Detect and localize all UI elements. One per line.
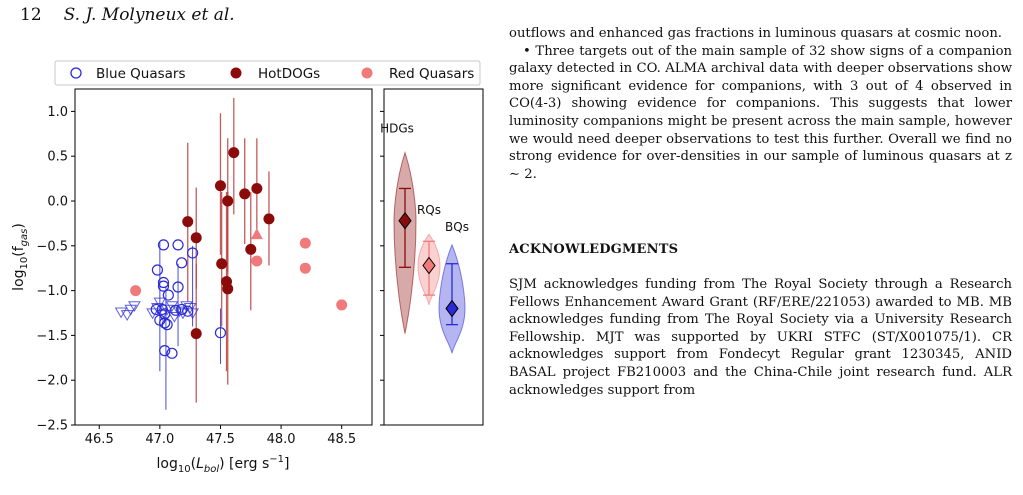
bullet-paragraph: • Three targets out of the main sample o… [509, 43, 1012, 182]
blue-quasar-point [172, 281, 184, 293]
hotdog-point [190, 328, 202, 340]
red-quasar-point [299, 262, 311, 274]
y-tick-label: −2.5 [36, 419, 68, 434]
paragraph-continuation: outflows and enhanced gas fractions in l… [509, 26, 1002, 41]
violin-axes [383, 88, 484, 426]
x-tick-label: 48.0 [267, 432, 296, 447]
violin-median-rqs [422, 256, 436, 275]
violin-marks: HDGs RQs BQs [380, 122, 469, 354]
blue-quasar-point [170, 304, 182, 316]
blue-quasar-point [161, 319, 173, 331]
y-tick-label: −1.5 [36, 329, 68, 344]
running-header: 12 S. J. Molyneux et al. [20, 5, 235, 25]
blue-quasar-upper-limit [168, 311, 181, 323]
blue-quasar-upper-limit [160, 304, 174, 316]
hotdog-point [222, 283, 234, 295]
hotdog-point [245, 243, 257, 255]
blue-quasar-point [214, 327, 227, 339]
acknowledgments-paragraph: SJM acknowledges funding from The Royal … [509, 276, 1012, 398]
scatter-axes [74, 88, 373, 426]
red-quasar-point [251, 255, 263, 267]
y-tick-label: 0.5 [47, 150, 68, 165]
hotdog-point [251, 182, 263, 194]
legend-label-red-quasars: Red Quasars [389, 66, 474, 82]
blue-quasar-upper-limit [128, 301, 141, 313]
blue-quasar-upper-limit [146, 308, 159, 320]
hotdog-point [190, 232, 202, 244]
x-tick-label: 46.5 [85, 432, 114, 447]
blue-quasar-upper-limit [153, 297, 167, 309]
y-tick-label: −1.0 [36, 284, 68, 299]
blue-quasar-upper-limit [183, 302, 197, 314]
page-number: 12 [20, 5, 42, 25]
violin-label-hdgs: HDGs [380, 122, 414, 136]
blue-quasar-point [150, 303, 162, 316]
running-authors: S. J. Molyneux et al. [63, 5, 235, 25]
y-axis-label: log10(fgas) [11, 223, 30, 291]
blue-quasar-point [162, 289, 174, 301]
blue-quasar-upper-limit [114, 307, 128, 319]
x-tick-label: 47.0 [145, 432, 174, 447]
blue-quasar-point [166, 347, 178, 359]
y-tick-label: 0.0 [47, 195, 68, 210]
scatter-marks [114, 97, 348, 410]
blue-quasar-point [176, 257, 188, 269]
blue-quasar-point [157, 276, 170, 289]
y-tick-label: −0.5 [36, 239, 68, 254]
blue-quasar-point [157, 280, 170, 292]
red-quasar-upper-limit [250, 228, 263, 240]
figure: Blue Quasars HotDOGs Red Quasars 46.5 47.… [11, 60, 484, 475]
legend: Blue Quasars HotDOGs Red Quasars [70, 66, 474, 82]
legend-marker-blue-quasars [70, 67, 82, 79]
violin-label-bqs: BQs [445, 220, 469, 234]
blue-quasar-upper-limit [165, 301, 179, 313]
blue-quasar-point [151, 264, 164, 276]
blue-quasar-point [176, 303, 188, 316]
axis-ticks: 46.5 47.0 47.5 48.0 48.5 1.0 0.5 0.0 −0.5 −1.0 −1.… [36, 105, 384, 447]
blue-quasar-point [172, 239, 184, 251]
red-quasar-point [336, 299, 348, 311]
blue-quasar-point [182, 305, 194, 317]
hotdog-point [228, 147, 240, 159]
hotdog-point [216, 258, 228, 270]
legend-label-hotdogs: HotDOGs [258, 66, 320, 82]
violin-median-hdgs [398, 211, 412, 230]
x-tick-label: 47.5 [206, 432, 235, 447]
blue-quasar-point [159, 345, 171, 357]
y-tick-label: 1.0 [47, 105, 68, 120]
x-axis-label: log10(Lbol) [erg s−1] [157, 454, 290, 475]
blue-quasar-upper-limit [120, 310, 134, 322]
legend-marker-hotdogs [230, 67, 242, 79]
red-quasar-point [130, 285, 142, 297]
hotdog-point [222, 195, 234, 207]
text-column: outflows and enhanced gas fractions in l… [509, 25, 1012, 399]
violin-median-bqs [445, 299, 459, 318]
hotdog-point [182, 216, 194, 228]
red-quasar-point [299, 237, 311, 249]
hotdog-point [263, 213, 275, 225]
blue-quasar-point [186, 247, 199, 259]
blue-quasar-point [157, 239, 170, 251]
y-tick-label: −2.0 [36, 374, 68, 389]
section-heading: ACKNOWLEDGMENTS [509, 242, 679, 258]
legend-label-blue-quasars: Blue Quasars [96, 66, 186, 82]
legend-marker-red-quasars [361, 67, 373, 79]
legend-box [54, 60, 481, 86]
blue-quasar-point [159, 317, 171, 329]
x-tick-label: 48.5 [327, 432, 356, 447]
violin-label-rqs: RQs [417, 203, 441, 217]
hotdog-point [239, 188, 251, 200]
hotdog-point [214, 180, 226, 192]
